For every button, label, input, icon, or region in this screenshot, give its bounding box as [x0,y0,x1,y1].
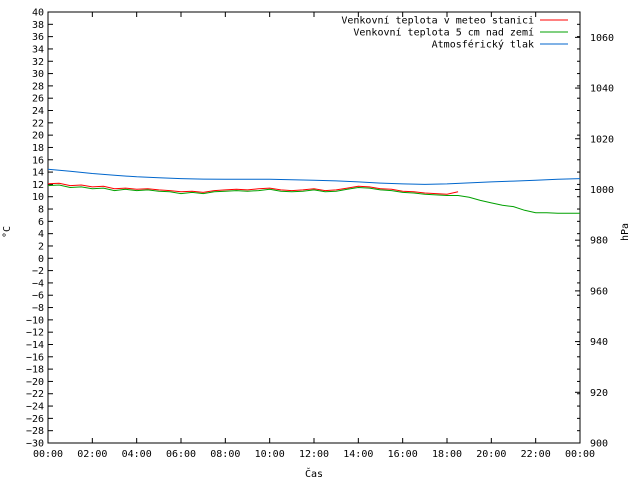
y-tick-label: −10 [26,315,44,326]
y2-tick-label: 1060 [590,33,614,44]
y-tick-label: 34 [32,44,44,55]
y-tick-label: −26 [26,414,44,425]
y-tick-label: 6 [38,217,44,228]
y-tick-label: −28 [26,426,44,437]
y-axis-title: °C [2,226,13,238]
y2-axis-title: hPa [620,223,631,241]
y2-tick-label: 940 [590,337,608,348]
y-tick-label: 10 [32,192,44,203]
y-tick-label: 8 [38,205,44,216]
y2-tick-label: 920 [590,388,608,399]
series-line-1 [47,182,459,195]
y2-tick-label: 900 [590,439,608,450]
y-tick-label: 4 [38,229,44,240]
y-tick-label: 22 [32,118,44,129]
y-tick-label: 40 [32,8,44,19]
y-tick-label: −22 [26,389,44,400]
y-tick-label: 0 [38,254,44,265]
x-tick-label: 08:00 [210,449,240,460]
y2-tick-label: 1020 [590,134,614,145]
x-tick-label: 20:00 [476,449,506,460]
x-tick-label: 18:00 [432,449,462,460]
x-tick-label: 04:00 [122,449,152,460]
y2-tick-label: 980 [590,236,608,247]
y2-tick-label: 960 [590,286,608,297]
legend: Venkovní teplota v meteo staniciVenkovní… [341,15,568,51]
y-tick-label: 16 [32,155,44,166]
y-tick-label: 18 [32,143,44,154]
y-tick-label: 26 [32,94,44,105]
series-line-3 [47,168,581,185]
legend-label-2: Venkovní teplota 5 cm nad zemí [353,27,534,39]
x-axis-title: Čas [305,467,323,480]
y-tick-label: −20 [26,377,44,388]
y2-tick-label: 1000 [590,185,614,196]
x-tick-label: 10:00 [255,449,285,460]
x-axis-ticks: 00:00 02:00 04:00 06:00 08:00 10:00 12:00 14:00… [33,12,595,460]
x-tick-label: 06:00 [166,449,196,460]
y-tick-label: 14 [32,168,44,179]
y-tick-label: 30 [32,69,44,80]
y-tick-label: −6 [32,291,44,302]
y-tick-label: 28 [32,81,44,92]
y-tick-label: −8 [32,303,44,314]
y-tick-label: −2 [32,266,44,277]
y-tick-label: 12 [32,180,44,191]
y-tick-label: 24 [32,106,44,117]
x-tick-label: 14:00 [343,449,373,460]
y-tick-label: −12 [26,328,44,339]
x-tick-label: 12:00 [299,449,329,460]
series-layer [47,168,581,214]
y-tick-label: 2 [38,241,44,252]
y2-tick-label: 1040 [590,84,614,95]
legend-label-1: Venkovní teplota v meteo stanici [341,15,534,27]
y-tick-label: −18 [26,365,44,376]
y2-axis-ticks: 900 920 940 960 980 1000 1020 1040 1060 [575,33,614,450]
y-tick-label: −4 [32,278,44,289]
y-tick-label: −24 [26,402,44,413]
y-tick-label: 32 [32,57,44,68]
x-tick-label: 22:00 [521,449,551,460]
y-tick-label: −16 [26,352,44,363]
x-tick-label: 16:00 [388,449,418,460]
y-tick-label: 36 [32,32,44,43]
legend-label-3: Atmosférický tlak [432,39,534,51]
plot-frame [47,11,581,444]
y-tick-label: −30 [26,439,44,450]
x-tick-label: 00:00 [33,449,63,460]
y-tick-label: 38 [32,20,44,31]
y-axis-ticks: −30−28−26−24−22−20−18−16−14−12−10−8−6−4−… [26,8,580,450]
x-tick-label: 02:00 [77,449,107,460]
y-tick-label: −14 [26,340,44,351]
series-line-2 [47,184,580,214]
y-tick-label: 20 [32,131,44,142]
x-tick-label: 00:00 [565,449,595,460]
